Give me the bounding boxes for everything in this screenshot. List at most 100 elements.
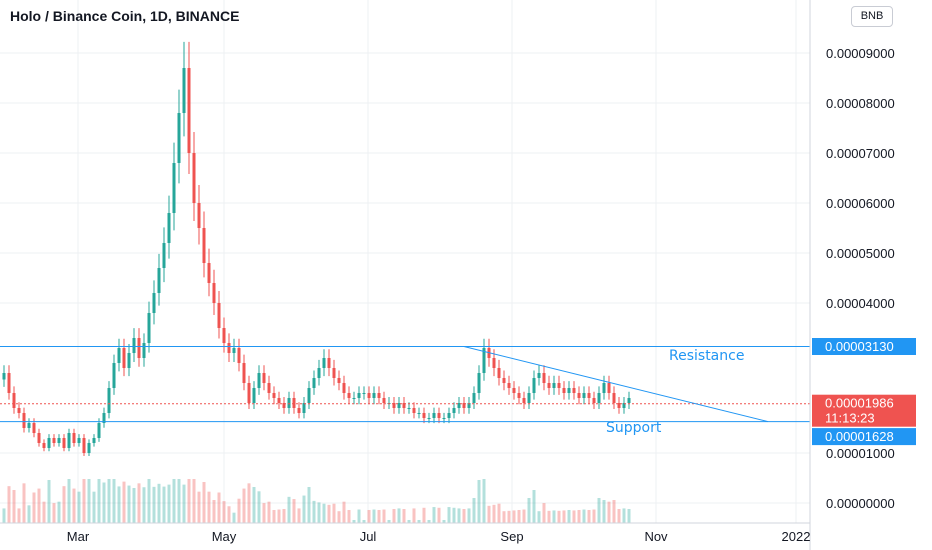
y-tick-label: 0.00005000 <box>826 246 895 261</box>
volume-bar <box>217 492 221 523</box>
currency-badge[interactable]: BNB <box>851 6 893 27</box>
candle-body <box>472 393 476 403</box>
last-price-tag <box>812 394 916 427</box>
volume-bar <box>402 509 406 523</box>
resistance-label: Resistance <box>669 348 744 364</box>
candle-body <box>102 413 106 423</box>
candle-body <box>242 363 246 383</box>
volume-bar <box>417 520 421 523</box>
candle-body <box>417 413 421 414</box>
candle-body <box>532 378 536 393</box>
candle-body <box>2 373 6 380</box>
volume-bar <box>357 509 361 523</box>
candle-body <box>177 113 181 163</box>
candle-body <box>457 403 461 408</box>
resistance-price-tag <box>812 338 916 355</box>
candle-body <box>372 393 376 398</box>
time-axis[interactable]: Mar May Jul Sep Nov 2022 <box>67 529 811 544</box>
candle-body <box>107 388 111 413</box>
candle-body <box>292 398 296 408</box>
candle-body <box>72 433 76 443</box>
candle-body <box>502 378 506 383</box>
candle-body <box>407 408 411 409</box>
volume-bar <box>547 510 551 523</box>
volume-bar <box>252 487 256 523</box>
volume-bar <box>617 509 621 523</box>
candle-body <box>302 403 306 413</box>
volume-bar <box>272 510 276 523</box>
candle-body <box>222 328 226 343</box>
volume-bar <box>422 507 426 523</box>
volume-bar <box>452 507 456 523</box>
candle-body <box>347 393 351 398</box>
price-axis[interactable]: 0.00009000 0.00008000 0.00007000 0.00006000… <box>826 46 895 511</box>
volume-bar <box>72 488 76 523</box>
y-tick-label: 0.00007000 <box>826 146 895 161</box>
volume-bar <box>112 479 116 523</box>
support-price-tag <box>812 428 916 446</box>
candle-body <box>132 338 136 353</box>
candle-body <box>427 418 431 419</box>
candle-body <box>617 403 621 408</box>
volume-bar <box>257 491 261 523</box>
volume-bar <box>362 520 366 523</box>
volume-bar <box>237 498 241 523</box>
candle-body <box>272 393 276 398</box>
candle-body <box>182 68 186 113</box>
volume-bar <box>172 479 176 523</box>
candle-body <box>332 368 336 378</box>
candle-body <box>402 403 406 408</box>
volume-bar <box>532 490 536 523</box>
candle-body <box>57 438 61 443</box>
candle-body <box>582 393 586 398</box>
candle-body <box>622 403 626 408</box>
candle-body <box>317 368 321 378</box>
candle-body <box>192 153 196 203</box>
volume-bar <box>447 507 451 523</box>
volume-bar <box>77 491 81 523</box>
volume-bar <box>427 520 431 523</box>
candle-body <box>152 293 156 313</box>
volume-bar <box>292 499 296 523</box>
candle-body <box>52 438 56 443</box>
volume-bar <box>497 503 501 523</box>
volume-bar <box>597 498 601 523</box>
y-tick-label: 0.00000000 <box>826 496 895 511</box>
volume-bar <box>202 482 206 523</box>
volume-bar <box>627 509 631 523</box>
volume-bar <box>442 520 446 523</box>
candle-body <box>522 398 526 403</box>
volume-bar <box>227 506 231 523</box>
candle-body <box>197 203 201 228</box>
volume-bar <box>432 507 436 523</box>
volume-bar <box>52 503 56 523</box>
candle-body <box>447 413 451 418</box>
candle-body <box>267 383 271 393</box>
candle-body <box>612 393 616 403</box>
volume-bar <box>197 491 201 523</box>
candle-body <box>377 393 381 398</box>
candle-body <box>142 343 146 358</box>
volume-bar <box>477 480 481 523</box>
volume-bar <box>157 483 161 523</box>
candle-body <box>237 348 241 363</box>
volume-bar <box>177 479 181 523</box>
volume-bar <box>92 491 96 523</box>
volume-bar <box>332 503 336 523</box>
x-tick-label: Sep <box>500 529 523 544</box>
candle-body <box>117 348 121 363</box>
volume-bar <box>592 509 596 523</box>
candle-body <box>562 388 566 393</box>
volume-bar <box>287 496 291 523</box>
trendline[interactable] <box>463 346 769 423</box>
volume-bar <box>57 501 61 523</box>
price-candles <box>2 41 631 456</box>
volume-bar <box>527 498 531 523</box>
candle-body <box>12 393 16 408</box>
candle-body <box>7 373 11 393</box>
volume-bar <box>17 508 21 523</box>
x-tick-label: May <box>212 529 237 544</box>
volume-bar <box>142 487 146 523</box>
